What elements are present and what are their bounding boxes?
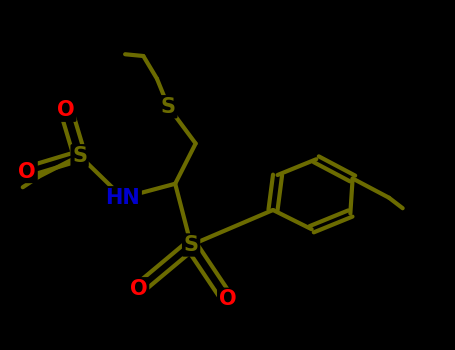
Text: O: O	[130, 279, 147, 299]
Text: O: O	[57, 100, 75, 120]
Text: O: O	[219, 289, 236, 309]
Text: S: S	[72, 146, 87, 166]
Text: O: O	[19, 161, 36, 182]
Text: HN: HN	[106, 188, 140, 208]
Text: S: S	[184, 235, 198, 255]
Text: S: S	[161, 97, 176, 117]
